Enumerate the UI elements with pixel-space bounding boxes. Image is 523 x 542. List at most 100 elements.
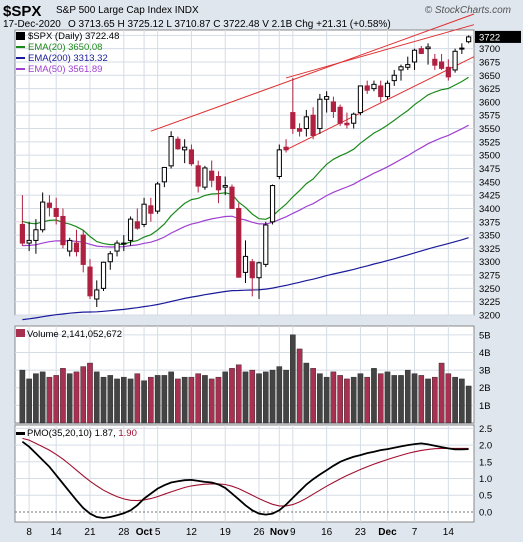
volume-bar (222, 371, 229, 424)
last-price-tag-label: 3722 (479, 32, 500, 43)
pmo-line (21, 440, 469, 519)
x-tick-label: 26 (253, 527, 265, 538)
pmo-tick-label: 1.0 (479, 474, 492, 485)
volume-bar (73, 371, 80, 424)
volume-bar (310, 368, 316, 424)
legend-entry: EMA(20) 3650.08 (16, 42, 119, 53)
candle-body (405, 64, 411, 68)
candle-body (438, 61, 445, 69)
candle-body (445, 66, 451, 78)
pmo-tick-label: 0.0 (479, 507, 492, 518)
last-price-tag (475, 30, 521, 43)
candle-body (53, 207, 59, 217)
price-tick-label: 3275 (479, 271, 500, 282)
candle-body (466, 36, 472, 43)
candle-body (351, 113, 357, 124)
volume-bar (337, 375, 343, 424)
candle-body (175, 138, 181, 150)
volume-bar (283, 369, 289, 424)
candle-body (202, 167, 208, 188)
trendline-upper (150, 13, 475, 132)
price-tick-label: 3575 (479, 111, 500, 122)
volume-bar (262, 371, 269, 424)
volume-bar (80, 366, 87, 424)
volume-bar (242, 371, 249, 424)
trendline-channel-top (285, 24, 475, 79)
x-tick-label: 14 (443, 527, 455, 538)
pmo-signal-value: 1.90 (118, 428, 137, 439)
legend-swatch (16, 68, 25, 71)
volume-bar (33, 373, 39, 424)
legend-entry: EMA(200) 3313.32 (16, 53, 119, 64)
candle-body (94, 289, 100, 300)
candle-body (263, 224, 269, 265)
candle-body (269, 185, 276, 223)
volume-bar (134, 373, 141, 424)
volume-bar (418, 375, 425, 424)
candle-body (344, 122, 350, 126)
volume-bar (384, 371, 391, 424)
candle-body (290, 112, 296, 130)
volume-bar (114, 378, 120, 424)
volume-bar (452, 376, 458, 424)
volume-bar (303, 362, 310, 424)
price-tick-label: 3225 (479, 297, 500, 308)
volume-bar (53, 375, 59, 424)
volume-bar (39, 371, 46, 424)
volume-legend: Volume 2,141,052,672 (16, 329, 122, 340)
volume-bar (269, 369, 276, 424)
candle-body (114, 242, 120, 252)
volume-bar (26, 378, 32, 424)
x-tick-label: 23 (355, 527, 367, 538)
candle-body (80, 234, 86, 265)
price-tick-label: 3400 (479, 204, 500, 215)
panel-pmo (14, 424, 475, 523)
candle-body (33, 229, 39, 241)
volume-bar (445, 373, 452, 424)
volume-bar (404, 369, 411, 424)
volume-bar (148, 376, 154, 424)
watermark-credit: © StockCharts.com (424, 5, 511, 16)
legend-label: EMA(200) 3313.32 (28, 53, 108, 64)
candle-body (67, 239, 73, 252)
candle-body (296, 128, 303, 132)
candle-body (73, 242, 80, 253)
x-tick-label: 19 (220, 527, 232, 538)
volume-bar (66, 373, 73, 424)
volume-bar (398, 375, 404, 424)
x-tick-label: 16 (321, 527, 333, 538)
price-tick-label: 3500 (479, 151, 500, 162)
candle-body (411, 49, 418, 63)
pmo-tick-label: 2.0 (479, 441, 492, 452)
candle-body (236, 207, 242, 278)
volume-tick-label: 5B (479, 330, 491, 341)
volume-bar (127, 378, 134, 424)
candle-body (161, 166, 167, 183)
candle-body (141, 203, 147, 225)
candle-body (418, 48, 424, 54)
candle-body (242, 255, 249, 273)
price-tick-label: 3350 (479, 231, 500, 242)
volume-bar (175, 378, 181, 424)
price-tick-label: 3450 (479, 177, 500, 188)
quote-date: 17-Dec-2020 (3, 19, 61, 30)
candle-body (310, 114, 316, 136)
candle-body (26, 239, 32, 244)
candle-body (378, 85, 384, 98)
candle-body (432, 58, 438, 66)
candle-body (452, 50, 458, 71)
candle-body (134, 221, 140, 229)
candle-body (46, 202, 53, 208)
price-legend: $SPX (Daily) 3722.48 EMA(20) 3650.08 EMA(2… (16, 31, 119, 75)
pmo-legend-label: PMO(35,20,10) 1.87, (27, 428, 116, 439)
volume-bar (296, 348, 303, 424)
x-tick-label: 14 (51, 527, 63, 538)
volume-tick-label: 3B (479, 366, 491, 377)
pmo-legend: PMO(35,20,10) 1.87, 1.90 (16, 428, 137, 439)
price-tick-label: 3625 (479, 84, 500, 95)
candle-body (303, 116, 309, 130)
volume-bar (121, 376, 127, 424)
volume-bar (60, 368, 66, 424)
x-tick-label: 5 (155, 527, 161, 538)
